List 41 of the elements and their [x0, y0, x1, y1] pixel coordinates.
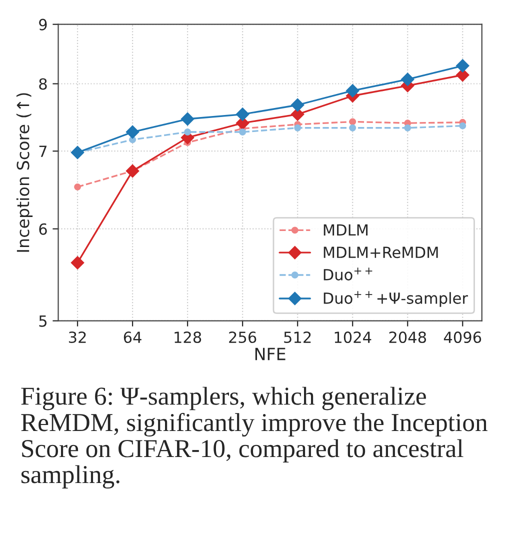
point [129, 136, 136, 144]
point [294, 124, 302, 132]
x-tick-label: 64 [124, 332, 142, 344]
x-tick-label: 4096 [444, 332, 482, 344]
y-tick-label: 5 [39, 315, 47, 327]
x-axis-title: NFE [255, 348, 286, 360]
x-tick-label: 1024 [334, 332, 372, 344]
point [346, 84, 360, 98]
legend-label: MDLM+ReMDM [324, 246, 438, 258]
y-tick-label: 6 [39, 223, 47, 235]
caption: Figure 6: Ψ-samplers, which generalize ReMDM, significantly improve the Inception Score on CIFAR-10, compared to ancestral sampling. [21, 386, 488, 489]
y-tick-label: 7 [39, 146, 47, 157]
point [70, 256, 84, 270]
x-tick-label: 256 [229, 332, 256, 344]
point [291, 98, 304, 112]
point [291, 108, 304, 121]
x-tick-label: 512 [284, 332, 311, 344]
point [180, 112, 194, 126]
point [349, 118, 356, 126]
point [401, 72, 414, 86]
point [239, 128, 246, 136]
x-tick-label: 128 [174, 332, 202, 344]
x-tick-label: 32 [68, 332, 86, 344]
point [70, 146, 84, 160]
y-tick-label: 8 [39, 78, 47, 90]
point [126, 125, 140, 139]
legend-label: Duo$^{++}$+Ψ-sampler [324, 291, 468, 307]
y-tick-label: 9 [39, 18, 47, 30]
legend-label: Duo$^{++}$ [324, 268, 372, 280]
point [74, 183, 82, 190]
y-axis-title: Inception Score (↑) [16, 93, 33, 252]
point [349, 124, 356, 132]
point [456, 59, 470, 72]
point [404, 124, 412, 132]
point [459, 122, 466, 130]
legend-label: MDLM [324, 224, 368, 236]
point [184, 128, 192, 136]
point [236, 108, 250, 121]
point [126, 164, 140, 178]
x-tick-label: 2048 [389, 332, 426, 344]
point [456, 68, 470, 82]
